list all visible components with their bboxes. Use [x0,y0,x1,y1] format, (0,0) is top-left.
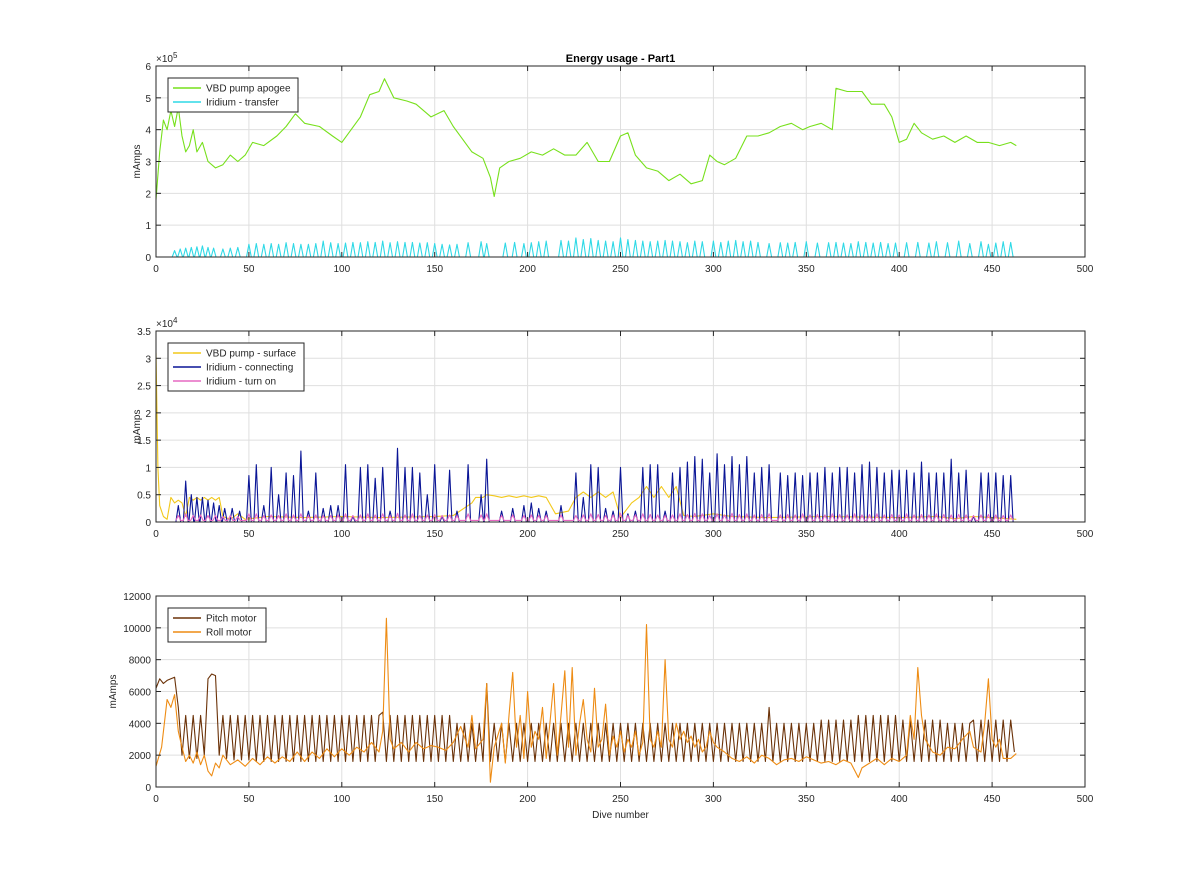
x-tick-label: 50 [243,794,255,805]
legend-label: VBD pump apogee [206,84,291,95]
y-tick-label: 0 [145,518,151,529]
x-tick-label: 100 [333,794,350,805]
x-tick-label: 50 [243,264,255,275]
y-exponent-label: ×104 [156,316,178,330]
x-tick-label: 0 [153,264,159,275]
y-tick-label: 1 [145,221,151,232]
x-tick-label: 350 [798,529,815,540]
y-tick-label: 2.5 [137,382,151,393]
x-tick-label: 0 [153,529,159,540]
y-tick-label: 2 [145,409,151,420]
x-tick-label: 200 [519,794,536,805]
y-tick-label: 0 [145,783,151,794]
chart-panel-1: 0 50 100 150 200 250 300 350 400 450 500 0 1 2 3 4 5 6 ×10… [132,51,1094,275]
y-exponent-power: 4 [173,316,178,325]
y-tick-label: 2 [145,189,151,200]
y-exponent-base: ×10 [156,319,173,330]
y-tick-label: 5 [145,94,151,105]
x-tick-label: 250 [612,794,629,805]
y-axis-label: mAmps [132,410,143,444]
y-tick-label: 0 [145,253,151,264]
y-tick-label: 8000 [129,656,152,667]
x-tick-label: 0 [153,794,159,805]
series-line-pitch-motor [156,673,1015,763]
legend: Pitch motor Roll motor [167,607,267,643]
x-tick-label: 50 [243,529,255,540]
x-tick-label: 500 [1077,794,1094,805]
x-tick-label: 150 [426,264,443,275]
y-tick-label: 0.5 [137,491,151,502]
x-tick-label: 100 [333,264,350,275]
legend: VBD pump apogee Iridium - transfer [167,77,299,113]
x-tick-label: 250 [612,529,629,540]
y-exponent-base: ×10 [156,54,173,65]
legend-label: VBD pump - surface [206,349,296,360]
y-tick-label: 12000 [123,592,151,603]
y-tick-label: 2000 [129,751,152,762]
y-tick-label: 3.5 [137,327,151,338]
y-tick-label: 1.5 [137,436,151,447]
legend-label: Roll motor [206,628,252,639]
x-tick-label: 400 [891,794,908,805]
series-line-iridium-turn-on [175,512,1014,521]
y-exponent-label: ×105 [156,51,178,65]
y-tick-label: 6000 [129,688,152,699]
x-tick-label: 300 [705,794,722,805]
y-exponent-power: 5 [173,51,178,60]
y-tick-label: 6 [145,62,151,73]
x-tick-label: 450 [984,529,1001,540]
series-line-vbd-pump-apogee [156,78,1017,200]
y-tick-label: 4 [145,126,151,137]
legend-label: Pitch motor [206,614,257,625]
legend-box [167,607,267,643]
y-tick-label: 1 [145,463,151,474]
series-line-iridium-connecting [175,447,1014,522]
legend-label: Iridium - turn on [206,377,276,388]
x-tick-label: 200 [519,264,536,275]
x-tick-label: 400 [891,264,908,275]
x-tick-label: 250 [612,264,629,275]
legend: VBD pump - surface Iridium - connecting Ir… [167,342,305,392]
legend-label: Iridium - connecting [206,363,293,374]
chart-panel-3: 0 50 100 150 200 250 300 350 400 450 500 0 2000 4000 6… [108,592,1094,821]
y-tick-label: 3 [145,158,151,169]
y-axis-label: mAmps [108,675,119,709]
y-tick-label: 4000 [129,719,152,730]
series-line-iridium-transfer [171,237,1014,257]
x-tick-label: 350 [798,264,815,275]
x-tick-label: 150 [426,529,443,540]
chart-title: Energy usage - Part1 [566,53,675,65]
y-axis-label: mAmps [132,145,143,179]
x-tick-label: 300 [705,264,722,275]
x-tick-label: 500 [1077,529,1094,540]
legend-label: Iridium - transfer [206,98,279,109]
x-tick-label: 500 [1077,264,1094,275]
x-tick-label: 150 [426,794,443,805]
x-tick-label: 100 [333,529,350,540]
legend-box [167,77,299,113]
y-tick-label: 10000 [123,624,151,635]
chart-panel-2: 0 50 100 150 200 250 300 350 400 450 500 0 0.5 1 1.5 2 2… [132,316,1094,540]
x-tick-label: 200 [519,529,536,540]
y-tick-label: 3 [145,354,151,365]
x-tick-label: 350 [798,794,815,805]
series-line-roll-motor [156,617,1017,783]
x-axis-label: Dive number [592,810,649,821]
x-tick-label: 400 [891,529,908,540]
x-tick-label: 450 [984,264,1001,275]
x-tick-label: 450 [984,794,1001,805]
x-tick-label: 300 [705,529,722,540]
